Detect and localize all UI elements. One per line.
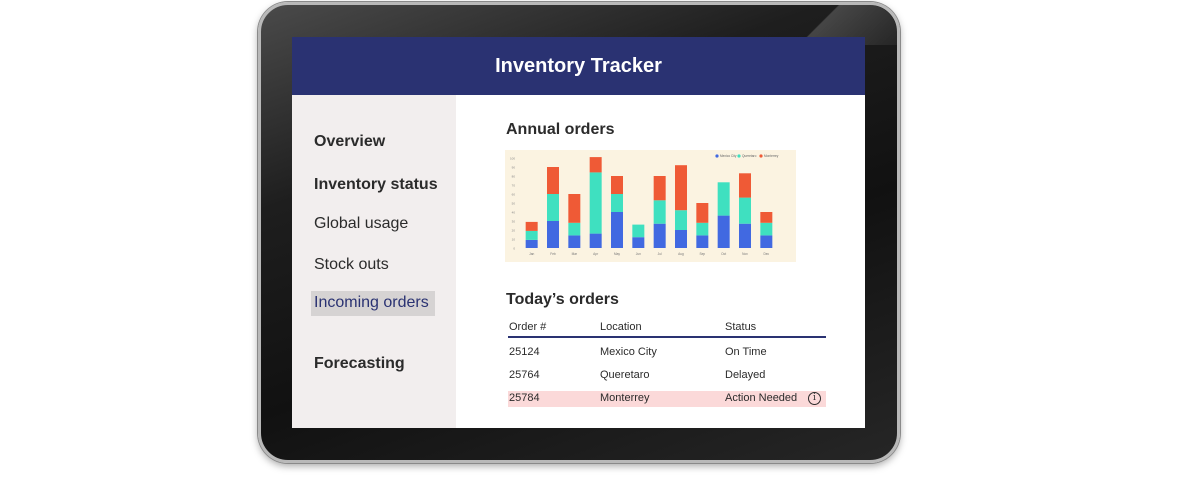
- y-tick-label: 100: [510, 157, 515, 161]
- sidebar-item-incoming-orders[interactable]: Incoming orders: [311, 291, 435, 316]
- bar-mexico-city: [611, 212, 623, 248]
- x-tick-label: Feb: [550, 252, 556, 256]
- x-tick-label: Nov: [742, 252, 748, 256]
- x-tick-label: Jan: [529, 252, 534, 256]
- bar-mexico-city: [653, 223, 666, 248]
- y-tick-label: 70: [512, 184, 516, 188]
- order-number: 25124: [509, 346, 540, 358]
- bar-queretaro: [547, 194, 559, 221]
- table-row[interactable]: 25124 Mexico City On Time: [508, 345, 826, 361]
- bar-queretaro: [675, 210, 687, 230]
- bar-mexico-city: [589, 233, 602, 248]
- bar-monterrey: [589, 157, 602, 173]
- order-number: 25764: [509, 369, 540, 381]
- table-row-alert[interactable]: 25784 Monterrey Action Needed i: [508, 391, 826, 407]
- chart-svg: 0 10 20 30 40 50 60 70 80 90 100 Jan Feb Mar Apr May Jun…: [510, 154, 779, 256]
- legend-label: Queretaro: [742, 154, 757, 158]
- y-tick-label: 90: [512, 166, 516, 170]
- bar-queretaro: [717, 182, 730, 216]
- column-header-status: Status: [725, 321, 757, 333]
- legend-swatch: [759, 154, 763, 158]
- bar-monterrey: [675, 165, 687, 211]
- bar-mexico-city: [675, 230, 687, 248]
- bar-queretaro: [739, 197, 751, 224]
- y-tick-label: 10: [512, 238, 516, 242]
- app-screen: Inventory Tracker Overview Inventory sta…: [292, 37, 865, 428]
- bar-monterrey: [653, 176, 666, 201]
- order-location: Mexico City: [600, 346, 657, 358]
- legend-label: Monterrey: [764, 154, 779, 158]
- app-header: Inventory Tracker: [292, 37, 865, 95]
- sidebar-item-stock-outs[interactable]: Stock outs: [314, 256, 389, 273]
- todays-orders-title: Today’s orders: [506, 291, 619, 308]
- bar-monterrey: [760, 212, 773, 223]
- bar-mexico-city: [696, 235, 709, 248]
- sidebar-item-overview[interactable]: Overview: [314, 133, 386, 150]
- sidebar-item-global-usage[interactable]: Global usage: [314, 215, 409, 232]
- bar-mexico-city: [568, 235, 581, 248]
- y-tick-label: 30: [512, 220, 516, 224]
- order-location: Monterrey: [600, 392, 650, 404]
- bar-mexico-city: [547, 221, 559, 248]
- order-location: Queretaro: [600, 369, 650, 381]
- x-tick-label: Jun: [636, 252, 641, 256]
- table-row[interactable]: 25764 Queretaro Delayed: [508, 368, 826, 384]
- annual-orders-title: Annual orders: [506, 121, 615, 138]
- table-header: Order # Location Status: [508, 321, 826, 338]
- bar-monterrey: [547, 167, 559, 194]
- y-tick-label: 40: [512, 211, 516, 215]
- bar-mexico-city: [739, 223, 751, 248]
- bar-queretaro: [653, 200, 666, 224]
- bar-mexico-city: [760, 235, 773, 248]
- bar-queretaro: [696, 222, 709, 236]
- x-tick-label: Jul: [658, 252, 662, 256]
- order-status: Action Needed: [725, 392, 798, 404]
- bar-monterrey: [696, 203, 709, 223]
- y-tick-label: 0: [513, 247, 515, 251]
- bar-queretaro: [525, 230, 538, 240]
- x-tick-label: Dec: [763, 252, 769, 256]
- main-content: Annual orders 0 10 20 30 40 50 60 70 80 90 100 Jan F…: [456, 95, 865, 428]
- bar-monterrey: [611, 176, 623, 194]
- bar-monterrey: [525, 221, 538, 231]
- legend-swatch: [715, 154, 719, 158]
- bar-monterrey: [568, 194, 581, 223]
- legend-label: Mexico City: [720, 154, 737, 158]
- order-number: 25784: [509, 392, 540, 404]
- sidebar-item-inventory-status[interactable]: Inventory status: [314, 176, 438, 193]
- annual-orders-chart: 0 10 20 30 40 50 60 70 80 90 100 Jan Feb Mar Apr May Jun…: [505, 150, 796, 262]
- order-status: Delayed: [725, 369, 766, 381]
- x-tick-label: Oct: [721, 252, 726, 256]
- x-tick-label: Aug: [678, 252, 684, 256]
- bar-queretaro: [632, 224, 645, 238]
- x-tick-label: May: [614, 252, 620, 256]
- x-tick-label: Apr: [593, 252, 599, 256]
- bar-queretaro: [589, 172, 602, 234]
- y-tick-label: 60: [512, 193, 516, 197]
- bar-queretaro: [568, 222, 581, 236]
- column-header-location: Location: [600, 321, 642, 333]
- bar-mexico-city: [717, 215, 730, 248]
- app-title: Inventory Tracker: [495, 54, 662, 77]
- x-tick-label: Mar: [572, 252, 578, 256]
- order-status: On Time: [725, 346, 767, 358]
- info-icon[interactable]: i: [808, 392, 821, 405]
- sidebar-item-forecasting[interactable]: Forecasting: [314, 355, 405, 372]
- bar-queretaro: [611, 194, 623, 212]
- x-tick-label: Sep: [699, 252, 705, 256]
- bar-mexico-city: [632, 237, 645, 248]
- column-header-order: Order #: [509, 321, 547, 333]
- bar-queretaro: [760, 222, 773, 236]
- sidebar: Overview Inventory status Global usage S…: [292, 95, 456, 428]
- bar-monterrey: [739, 173, 751, 198]
- y-tick-label: 80: [512, 175, 516, 179]
- legend-swatch: [737, 154, 741, 158]
- bar-mexico-city: [525, 239, 538, 248]
- y-tick-label: 20: [512, 229, 516, 233]
- y-tick-label: 50: [512, 202, 516, 206]
